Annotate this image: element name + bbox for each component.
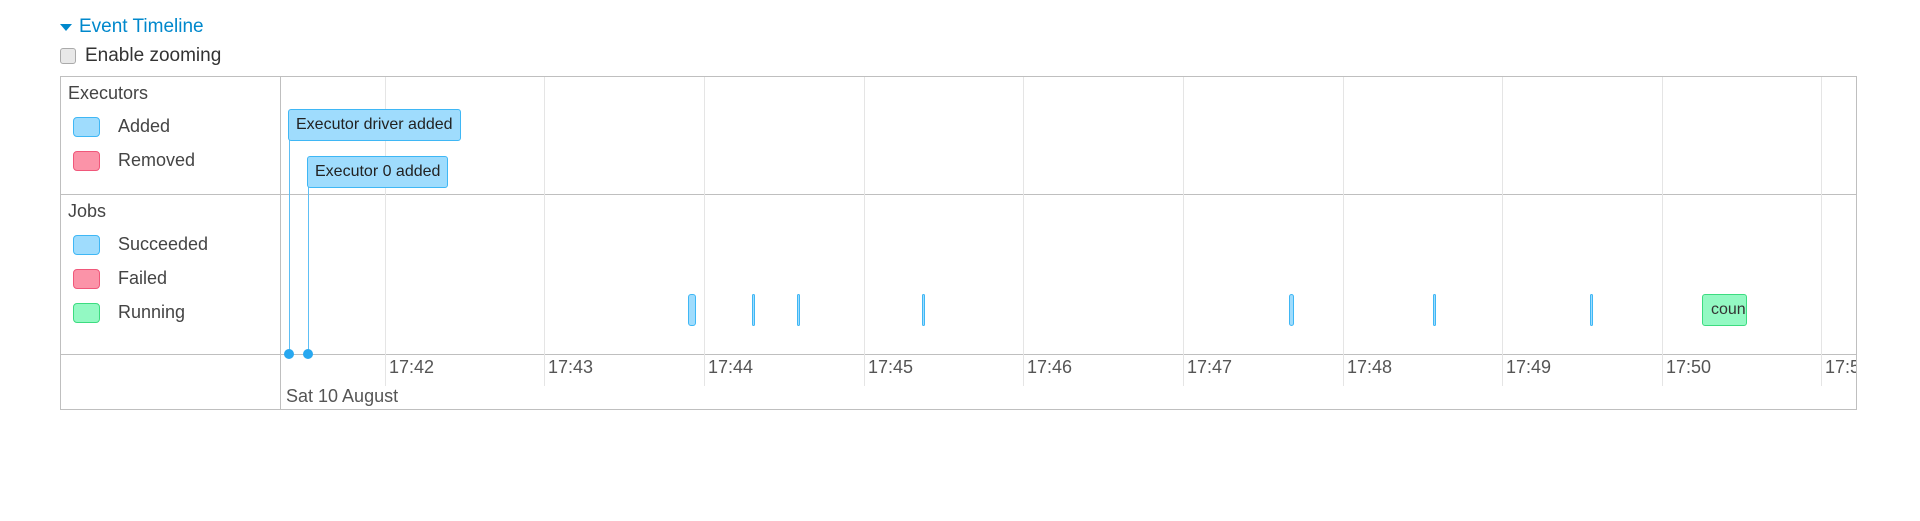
legend-swatch-failed — [73, 268, 100, 289]
legend-swatch-added — [73, 116, 100, 137]
legend-label: Removed — [118, 150, 196, 170]
group-divider — [60, 194, 1857, 195]
legend-succeeded: Succeeded — [73, 234, 208, 255]
legend-added: Added — [73, 116, 170, 137]
axis-tick-label: 17:47 — [1187, 357, 1233, 377]
gridline — [704, 77, 705, 386]
executor-event-box[interactable]: Executor 0 added — [307, 156, 449, 188]
enable-zooming-checkbox[interactable] — [60, 48, 76, 64]
axis-line — [60, 354, 1857, 355]
executor-event-line — [289, 140, 290, 354]
job-succeeded[interactable] — [1433, 294, 1436, 326]
legend-removed: Removed — [73, 150, 195, 171]
legend-swatch-succeeded — [73, 234, 100, 255]
gridline — [1821, 77, 1822, 386]
executor-event-line — [308, 187, 309, 354]
axis-tick-label: 17:42 — [389, 357, 435, 377]
executor-event-dot — [303, 349, 313, 359]
legend-label: Added — [118, 116, 171, 136]
axis-tick-label: 17:49 — [1506, 357, 1552, 377]
legend-swatch-running — [73, 302, 100, 323]
axis-tick-label: 17:43 — [548, 357, 594, 377]
enable-zooming-label: Enable zooming — [85, 45, 222, 66]
gridline — [1343, 77, 1344, 386]
group-label-executors: Executors — [68, 83, 149, 103]
gridline — [385, 77, 386, 386]
legend-failed: Failed — [73, 268, 167, 289]
enable-zooming-control[interactable]: Enable zooming — [60, 45, 221, 67]
job-succeeded[interactable] — [797, 294, 800, 326]
group-label-jobs: Jobs — [68, 201, 107, 221]
gridline — [1662, 77, 1663, 386]
axis-tick-label: 17:51 — [1825, 357, 1856, 377]
legend-label: Succeeded — [118, 234, 209, 254]
legend-swatch-removed — [73, 150, 100, 171]
gridline — [1502, 77, 1503, 386]
legend-running: Running — [73, 302, 185, 323]
job-succeeded[interactable] — [752, 294, 755, 326]
job-succeeded[interactable] — [688, 294, 696, 326]
job-succeeded[interactable] — [922, 294, 925, 326]
axis-date-label: Sat 10 August — [286, 386, 399, 406]
legend-label: Running — [118, 302, 186, 322]
axis-tick-label: 17:48 — [1347, 357, 1393, 377]
gridline — [1023, 77, 1024, 386]
axis-tick-label: 17:44 — [708, 357, 754, 377]
gridline — [1183, 77, 1184, 386]
gridline — [544, 77, 545, 386]
label-column-divider — [280, 76, 281, 410]
event-timeline-toggle[interactable]: Event Timeline — [60, 16, 204, 38]
executor-event-box[interactable]: Executor driver added — [288, 109, 461, 141]
event-timeline-title: Event Timeline — [79, 16, 204, 37]
job-succeeded[interactable] — [1289, 294, 1294, 326]
caret-down-icon — [60, 23, 72, 31]
axis-tick-label: 17:46 — [1027, 357, 1073, 377]
axis-tick-label: 17:50 — [1666, 357, 1712, 377]
timeline-frame — [60, 76, 1857, 410]
executor-event-dot — [284, 349, 294, 359]
legend-label: Failed — [118, 268, 168, 288]
job-running[interactable]: count — [1702, 294, 1747, 326]
job-succeeded[interactable] — [1590, 294, 1593, 326]
gridline — [864, 77, 865, 386]
axis-tick-label: 17:45 — [868, 357, 914, 377]
